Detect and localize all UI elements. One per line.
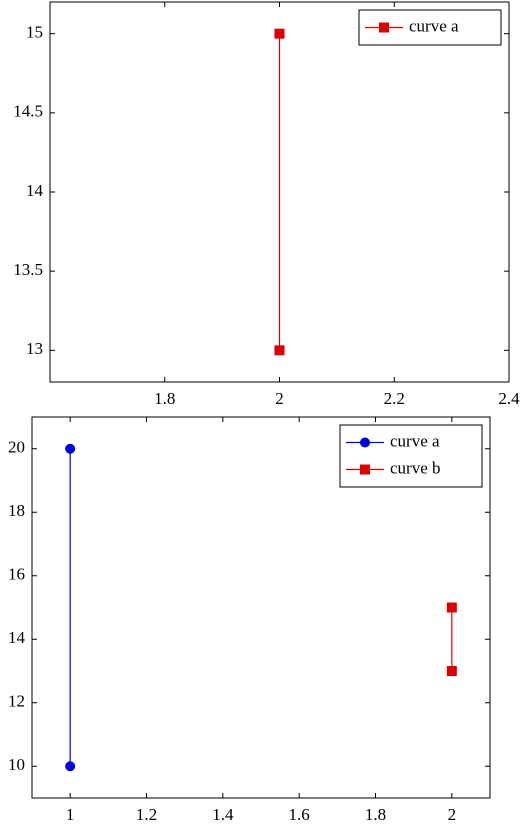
y-tick-label: 15 [26, 23, 43, 42]
legend-label: curve a [390, 431, 440, 450]
y-tick-label: 10 [8, 755, 25, 774]
y-tick-label: 20 [8, 438, 25, 457]
marker [274, 28, 285, 39]
y-tick-label: 12 [8, 692, 25, 711]
x-tick-label: 2 [448, 805, 457, 824]
plot-frame [49, 1, 510, 383]
marker [274, 345, 285, 356]
x-tick-label: 1.6 [289, 805, 310, 824]
y-tick-label: 18 [8, 501, 25, 520]
legend-marker [360, 464, 370, 475]
y-tick-label: 13.5 [13, 260, 43, 279]
y-tick-label: 13 [26, 339, 43, 358]
legend-marker [379, 22, 389, 33]
y-tick-label: 14.5 [13, 102, 43, 121]
x-tick-label: 1.8 [365, 805, 386, 824]
x-tick-label: 1.8 [154, 389, 175, 408]
x-tick-label: 2.2 [384, 389, 405, 408]
x-tick-label: 1.4 [212, 805, 234, 824]
x-tick-label: 1.2 [136, 805, 157, 824]
legend-label: curve a [409, 16, 459, 35]
marker [65, 761, 76, 772]
y-tick-label: 14 [8, 628, 26, 647]
x-tick-label: 1 [66, 805, 75, 824]
legend-marker [360, 437, 370, 448]
marker [446, 602, 457, 613]
x-tick-label: 2.4 [498, 389, 520, 408]
y-tick-label: 16 [8, 565, 25, 584]
marker [65, 443, 76, 454]
marker [446, 666, 457, 676]
y-tick-label: 14 [26, 181, 44, 200]
x-tick-label: 2 [275, 389, 284, 408]
legend-label: curve b [390, 458, 441, 477]
legend-box [339, 424, 483, 488]
plot-frame [31, 416, 491, 799]
